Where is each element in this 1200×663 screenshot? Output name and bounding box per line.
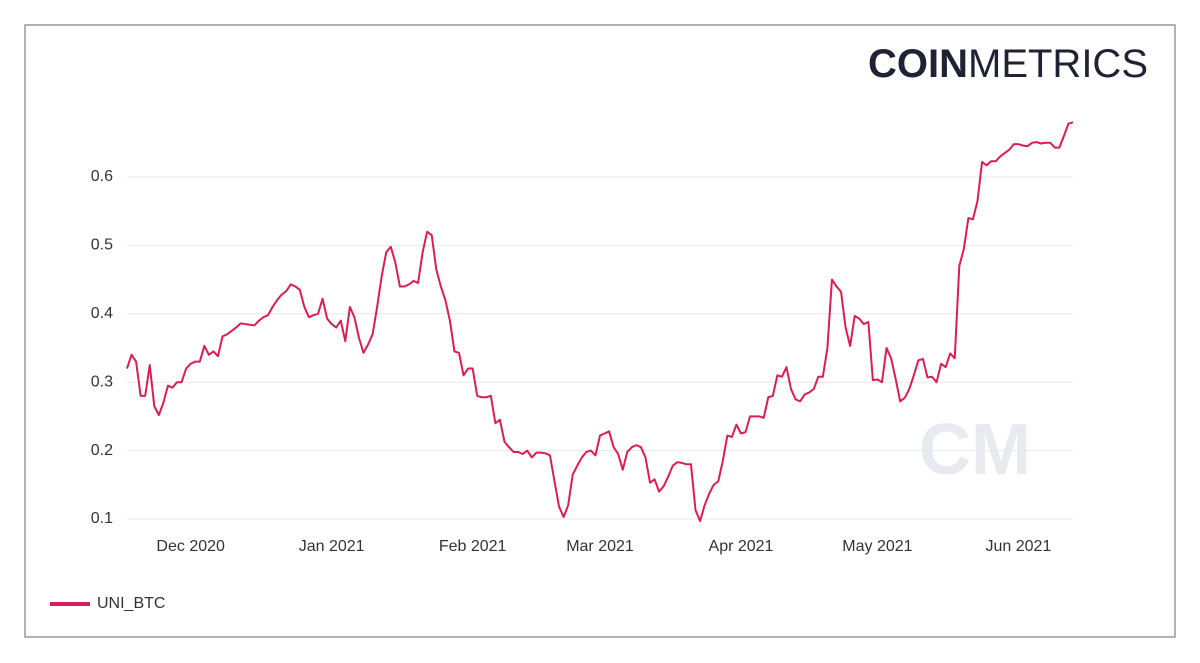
series-line [126, 121, 1074, 523]
x-tick-label: Feb 2021 [439, 538, 507, 555]
x-tick-label: Jan 2021 [299, 538, 365, 555]
legend-label: UNI_BTC [97, 595, 165, 612]
x-tick-label: Dec 2020 [156, 538, 225, 555]
y-tick-label: 0.3 [91, 373, 113, 390]
y-tick-label: 0.4 [91, 305, 113, 322]
frame [24, 24, 1176, 638]
x-tick-label: Apr 2021 [709, 538, 774, 555]
x-tick-label: Jun 2021 [986, 538, 1052, 555]
logo-light: METRICS [968, 42, 1148, 86]
y-tick-label: 0.5 [91, 237, 113, 254]
y-tick-label: 0.2 [91, 442, 113, 459]
watermark: CM [919, 410, 1031, 490]
y-tick-label: 0.1 [91, 510, 113, 527]
y-tick-label: 0.6 [91, 168, 113, 185]
x-tick-label: Mar 2021 [566, 538, 634, 555]
logo: COINMETRICS [868, 42, 1148, 86]
logo-bold: COIN [868, 42, 968, 86]
x-tick-label: May 2021 [842, 538, 912, 555]
